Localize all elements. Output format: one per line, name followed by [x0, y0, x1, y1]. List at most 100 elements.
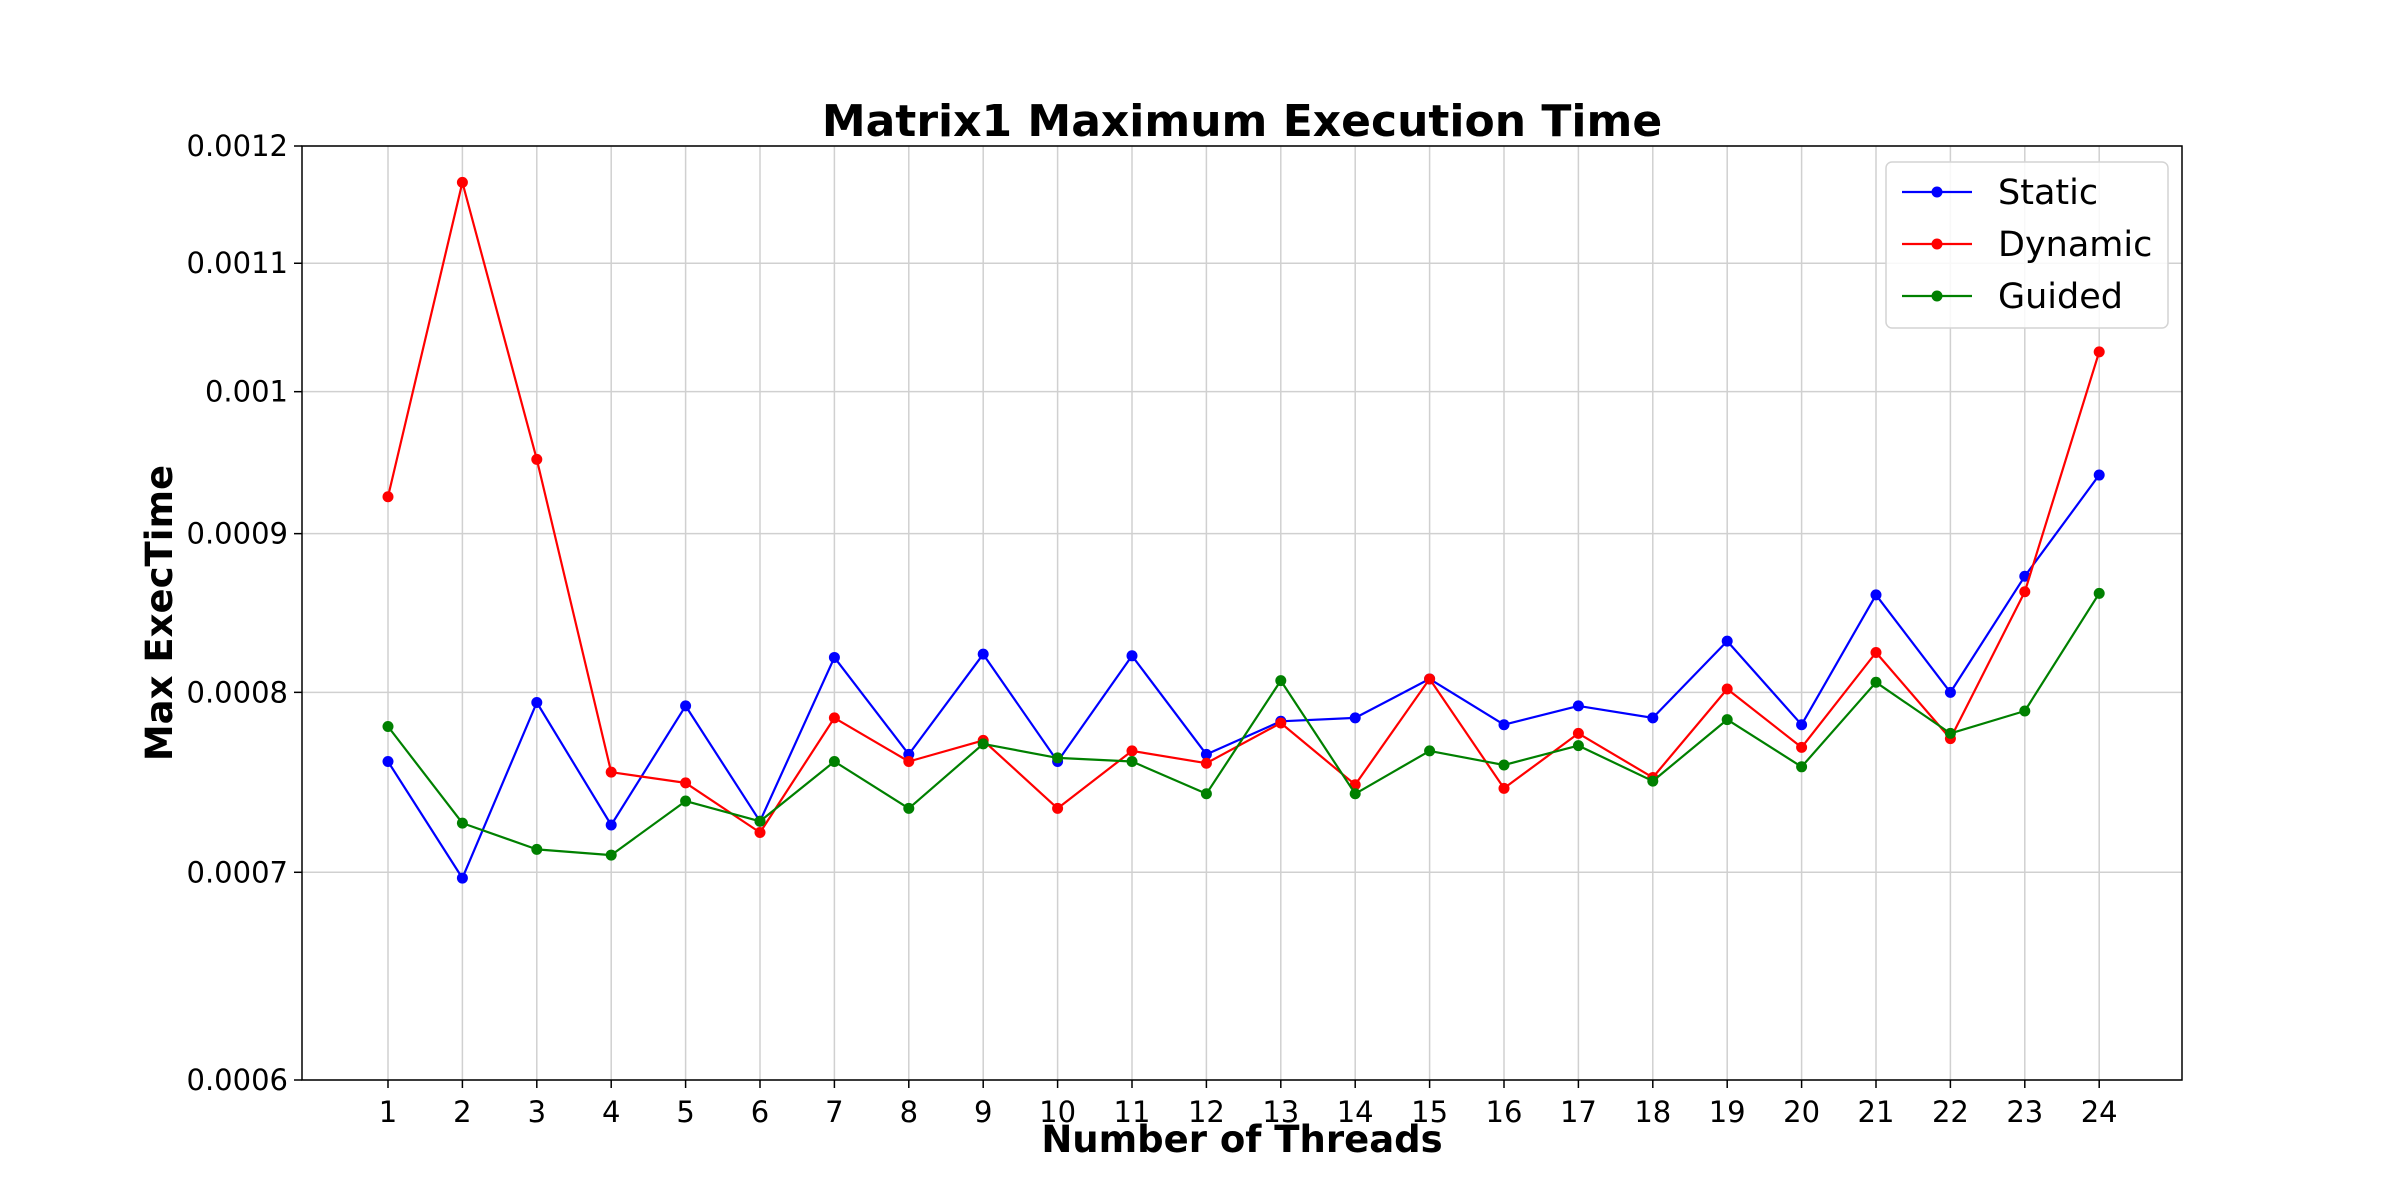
x-tick-label: 2 [453, 1095, 471, 1129]
data-point-static [1200, 748, 1212, 760]
data-point-static [531, 696, 543, 708]
data-point-static [2019, 570, 2031, 582]
x-tick-label: 18 [1634, 1095, 1671, 1129]
legend-label: Dynamic [1998, 225, 2152, 265]
x-tick-label: 24 [2081, 1095, 2118, 1129]
x-tick-label: 16 [1486, 1095, 1523, 1129]
data-point-dynamic [2019, 586, 2031, 598]
y-tick-label: 0.0011 [187, 246, 288, 280]
data-point-dynamic [1052, 802, 1064, 814]
data-point-guided [1349, 788, 1361, 800]
plot-area-frame [301, 145, 2183, 1081]
axis-ticks: 1 2 3 4 5 6 7 8 9 10 11 12 13 14 15 16 17 18 19 20 21 22 23 240… [187, 129, 2118, 1129]
data-point-static [1572, 700, 1584, 712]
data-point-dynamic [903, 755, 915, 767]
data-point-dynamic [1721, 683, 1733, 695]
data-point-dynamic [1275, 717, 1287, 729]
x-tick-label: 22 [1932, 1095, 1969, 1129]
x-tick-label: 11 [1114, 1095, 1151, 1129]
data-point-static [828, 651, 840, 663]
data-point-guided [1052, 752, 1064, 764]
x-tick-label: 15 [1411, 1095, 1448, 1129]
data-point-static [680, 700, 692, 712]
x-tick-label: 5 [676, 1095, 694, 1129]
data-point-dynamic [456, 176, 468, 188]
y-axis-label: Max ExecTime [138, 465, 181, 761]
data-point-guided [1572, 740, 1584, 752]
data-point-guided [1498, 759, 1510, 771]
x-tick-label: 12 [1188, 1095, 1225, 1129]
data-point-dynamic [1870, 647, 1882, 659]
data-point-dynamic [1572, 727, 1584, 739]
data-point-guided [605, 849, 617, 861]
data-point-static [1870, 589, 1882, 601]
x-tick-label: 4 [602, 1095, 620, 1129]
legend-label: Guided [1998, 277, 2123, 317]
data-point-dynamic [382, 491, 394, 503]
x-tick-label: 1 [379, 1095, 397, 1129]
x-tick-label: 13 [1262, 1095, 1299, 1129]
data-point-guided [456, 817, 468, 829]
data-point-guided [977, 738, 989, 750]
data-point-static [605, 819, 617, 831]
x-tick-label: 19 [1709, 1095, 1746, 1129]
x-tick-label: 8 [900, 1095, 918, 1129]
data-point-guided [1647, 775, 1659, 787]
legend-marker-swatch [1931, 290, 1943, 302]
data-point-dynamic [531, 453, 543, 465]
series-static [382, 469, 2105, 884]
legend-label: Static [1998, 173, 2098, 213]
data-point-static [456, 872, 468, 884]
data-point-dynamic [1498, 782, 1510, 794]
x-tick-label: 21 [1858, 1095, 1895, 1129]
data-point-static [382, 755, 394, 767]
series-layer [382, 176, 2105, 884]
data-point-guided [2019, 705, 2031, 717]
legend-marker-swatch [1931, 186, 1943, 198]
data-point-static [2093, 469, 2105, 481]
x-tick-label: 9 [974, 1095, 992, 1129]
data-point-dynamic [754, 826, 766, 838]
x-tick-label: 10 [1039, 1095, 1076, 1129]
data-point-guided [1721, 714, 1733, 726]
x-axis-label: Number of Threads [1041, 1118, 1442, 1161]
x-tick-label: 17 [1560, 1095, 1597, 1129]
data-point-dynamic [1200, 757, 1212, 769]
data-point-static [1349, 712, 1361, 724]
data-point-dynamic [1424, 673, 1436, 685]
data-point-static [977, 648, 989, 660]
series-line-static [387, 474, 2101, 880]
legend-marker-swatch [1931, 238, 1943, 250]
y-tick-label: 0.0007 [187, 855, 288, 889]
data-point-dynamic [1349, 779, 1361, 791]
data-point-guided [1944, 727, 1956, 739]
series-line-dynamic [386, 181, 2101, 834]
legend-entry-guided: Guided [1902, 277, 2123, 317]
data-point-dynamic [2093, 346, 2105, 358]
data-point-static [1721, 635, 1733, 647]
x-tick-label: 20 [1783, 1095, 1820, 1129]
data-point-dynamic [605, 766, 617, 778]
data-point-guided [2093, 587, 2105, 599]
data-point-static [1126, 650, 1138, 662]
data-point-guided [1424, 745, 1436, 757]
data-point-guided [828, 755, 840, 767]
y-tick-label: 0.001 [205, 375, 288, 409]
data-point-static [1944, 686, 1956, 698]
x-tick-label: 7 [825, 1095, 843, 1129]
data-point-guided [1796, 761, 1808, 773]
data-point-guided [903, 802, 915, 814]
legend-box [1885, 161, 2169, 329]
data-point-dynamic [828, 712, 840, 724]
data-point-guided [1275, 675, 1287, 687]
x-tick-label: 14 [1337, 1095, 1374, 1129]
series-guided [382, 587, 2105, 861]
legend-entry-dynamic: Dynamic [1902, 225, 2152, 265]
data-point-dynamic [1126, 745, 1138, 757]
legend: Static Dynamic Guided [1885, 161, 2169, 329]
data-point-dynamic [680, 777, 692, 789]
x-tick-label: 3 [528, 1095, 546, 1129]
y-tick-label: 0.0008 [187, 675, 288, 709]
